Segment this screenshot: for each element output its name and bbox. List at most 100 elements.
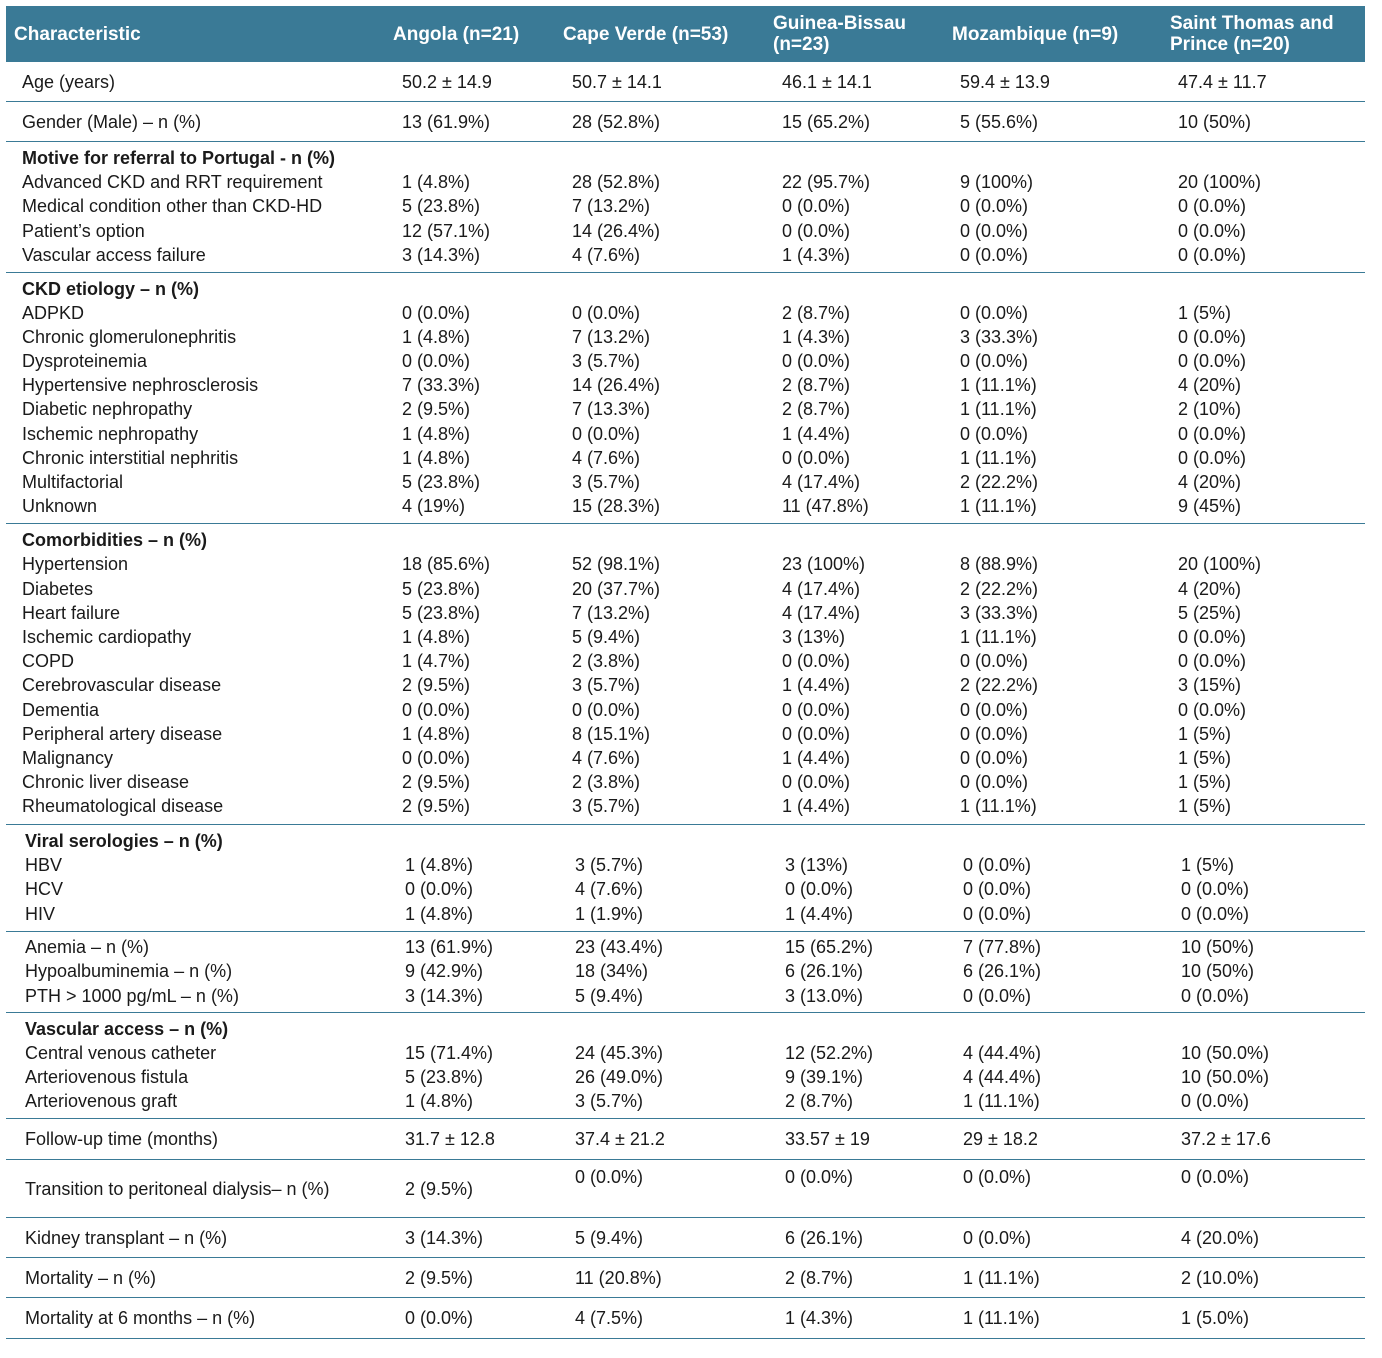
cell-value: 5 (23.8%): [402, 472, 481, 492]
row-label: Chronic interstitial nephritis: [22, 447, 239, 468]
row-label: ADPKD: [22, 302, 85, 323]
table-row: Diabetes 5 (23.8%) 20 (37.7%) 4 (17.4%) 2 (2…: [6, 577, 1365, 601]
cell-value: 1 (11.1%): [963, 1267, 1040, 1288]
cell-value: 0 (0.0%): [1178, 326, 1247, 347]
row-label: Vascular access failure: [22, 244, 206, 265]
row-label: Mortality – n (%): [25, 1267, 157, 1288]
cell-value: 15 (65.2%): [785, 937, 874, 958]
cell-value: 0 (0.0%): [1178, 220, 1247, 241]
cell-value: 0 (0.0%): [960, 423, 1029, 444]
table-body: Age (years) 50.2 ± 14.9 50.7 ± 14.1 46.1 ± …: [6, 62, 1365, 1339]
cell-value: 4 (19%): [402, 496, 466, 517]
cell-value: 8 (88.9%): [960, 554, 1039, 575]
row-label: Follow-up time (months): [25, 1129, 219, 1150]
cell-value: 9 (45%): [1178, 496, 1242, 517]
cell-value: 0 (0.0%): [960, 699, 1029, 720]
cell-value: 0 (0.0%): [572, 302, 641, 323]
cell-value: 0 (0.0%): [572, 423, 641, 444]
cell-value: 0 (0.0%): [782, 220, 851, 241]
characteristics-table: Characteristic Angola (n=21) Cape Verde (n…: [6, 6, 1365, 1339]
cell-value: 0 (0.0%): [785, 879, 854, 900]
row-label: HBV: [25, 855, 63, 876]
row-label: Transition to peritoneal dialysis– n (%): [25, 1178, 330, 1199]
cell-value: 4 (17.4%): [782, 578, 861, 599]
row-label: Hypertension: [22, 554, 129, 575]
cell-value: 1 (5%): [1178, 723, 1232, 744]
cell-value: 1 (4.8%): [402, 627, 471, 648]
cell-value: 1 (4.4%): [782, 796, 851, 817]
row-label: Arteriovenous fistula: [25, 1066, 189, 1087]
row-label: HIV: [25, 903, 56, 924]
table-row: Dysproteinemia 0 (0.0%) 3 (5.7%) 0 (0.0%) 0 …: [6, 349, 1365, 373]
cell-value: 3 (13%): [785, 855, 849, 876]
cell-value: 0 (0.0%): [402, 302, 471, 323]
cell-value: 50.2 ± 14.9: [402, 71, 492, 92]
cell-value: 12 (52.2%): [785, 1042, 874, 1063]
cell-value: 1 (11.1%): [963, 1308, 1040, 1329]
table-row: HCV 0 (0.0%) 4 (7.6%) 0 (0.0%) 0 (0.0%) 0 (0.…: [6, 877, 1365, 901]
cell-value: 4 (7.6%): [575, 879, 644, 900]
row-label: Hypertensive nephrosclerosis: [22, 375, 259, 396]
row-label: Arteriovenous graft: [25, 1091, 178, 1112]
table-row: Diabetic nephropathy 2 (9.5%) 7 (13.3%) 2 (…: [6, 397, 1365, 421]
cell-value: 13 (61.9%): [405, 937, 494, 958]
cell-value: 4 (20%): [1178, 375, 1242, 396]
table-row: Peripheral artery disease 1 (4.8%) 8 (15.1…: [6, 722, 1365, 746]
cell-value: 0 (0.0%): [963, 855, 1032, 876]
cell-value: 1 (4.3%): [782, 326, 851, 347]
cell-value: 1 (4.8%): [402, 723, 471, 744]
row-label: Mortality at 6 months – n (%): [25, 1308, 256, 1329]
table-row: Cerebrovascular disease 2 (9.5%) 3 (5.7%) 1…: [6, 673, 1365, 697]
table-section: Mortality – n (%) 2 (9.5%) 11 (20.8%) 2 (8.…: [6, 1258, 1365, 1298]
cell-value: 0 (0.0%): [960, 220, 1029, 241]
row-label: Cerebrovascular disease: [22, 675, 222, 696]
cell-value: 0 (0.0%): [405, 1308, 474, 1329]
cell-value: 1 (4.4%): [782, 423, 851, 444]
cell-value: 6 (26.1%): [785, 961, 864, 982]
cell-value: 2 (9.5%): [402, 399, 471, 420]
row-label: Chronic liver disease: [22, 772, 190, 793]
cell-value: 0 (0.0%): [782, 651, 851, 672]
cell-value: 0 (0.0%): [782, 699, 851, 720]
cell-value: 31.7 ± 12.8: [405, 1129, 495, 1150]
cell-value: 10 (50.0%): [1181, 1042, 1270, 1063]
table-row: Malignancy 0 (0.0%) 4 (7.6%) 1 (4.4%) 0 (0.0…: [6, 746, 1365, 770]
row-label: PTH > 1000 pg/mL – n (%): [25, 985, 239, 1006]
cell-value: 2 (8.7%): [782, 302, 851, 323]
table-section: Mortality at 6 months – n (%) 0 (0.0%) 4 (…: [6, 1298, 1365, 1339]
table-section: Gender (Male) – n (%) 13 (61.9%) 28 (52.8%…: [6, 102, 1365, 142]
cell-value: 0 (0.0%): [1178, 447, 1247, 468]
row-label: Multifactorial: [22, 472, 124, 492]
table-row: Hypertension 18 (85.6%) 52 (98.1%) 23 (100%…: [6, 552, 1365, 576]
row-label: Chronic glomerulonephritis: [22, 326, 237, 347]
table-row: Heart failure 5 (23.8%) 7 (13.2%) 4 (17.4%)…: [6, 601, 1365, 625]
cell-value: 3 (13%): [782, 627, 846, 648]
cell-value: 0 (0.0%): [963, 879, 1032, 900]
cell-value: 2 (10%): [1178, 399, 1242, 420]
cell-value: 2 (9.5%): [405, 1267, 474, 1288]
cell-value: 9 (39.1%): [785, 1066, 864, 1087]
table-row: Chronic liver disease 2 (9.5%) 2 (3.8%) 0 (…: [6, 770, 1365, 794]
cell-value: 0 (0.0%): [960, 747, 1029, 768]
cell-value: 28 (52.8%): [572, 172, 661, 193]
section-title: Viral serologies – n (%): [25, 831, 223, 852]
table-row: Ischemic cardiopathy 1 (4.8%) 5 (9.4%) 3 (1…: [6, 625, 1365, 649]
cell-value: 0 (0.0%): [960, 772, 1029, 793]
table-row: Rheumatological disease 2 (9.5%) 3 (5.7%) 1…: [6, 794, 1365, 818]
section-title: Motive for referral to Portugal - n (%): [22, 148, 336, 168]
cell-value: 1 (5.0%): [1181, 1308, 1250, 1329]
cell-value: 4 (7.5%): [575, 1308, 644, 1329]
cell-value: 7 (33.3%): [402, 375, 481, 396]
column-header: Mozambique (n=9): [952, 23, 1119, 45]
cell-value: 2 (10.0%): [1181, 1267, 1260, 1288]
cell-value: 5 (23.8%): [402, 196, 481, 217]
cell-value: 0 (0.0%): [1181, 879, 1250, 900]
cell-value: 3 (5.7%): [572, 472, 641, 492]
cell-value: 1 (4.4%): [782, 675, 851, 696]
cell-value: 5 (9.4%): [575, 985, 644, 1006]
row-label: Dysproteinemia: [22, 351, 148, 372]
row-label: Diabetes: [22, 578, 94, 599]
cell-value: 52 (98.1%): [572, 554, 661, 575]
row-label: Anemia – n (%): [25, 937, 150, 958]
cell-value: 5 (9.4%): [575, 1227, 644, 1248]
